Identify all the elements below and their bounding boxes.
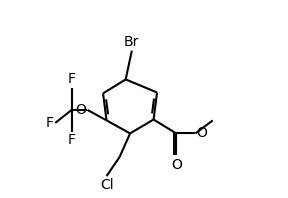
Text: Cl: Cl [101,178,114,192]
Text: F: F [68,133,76,148]
Text: F: F [68,72,76,86]
Text: O: O [196,126,207,140]
Text: F: F [46,116,53,130]
Text: O: O [171,158,182,172]
Text: O: O [76,103,86,117]
Text: Br: Br [124,35,139,49]
